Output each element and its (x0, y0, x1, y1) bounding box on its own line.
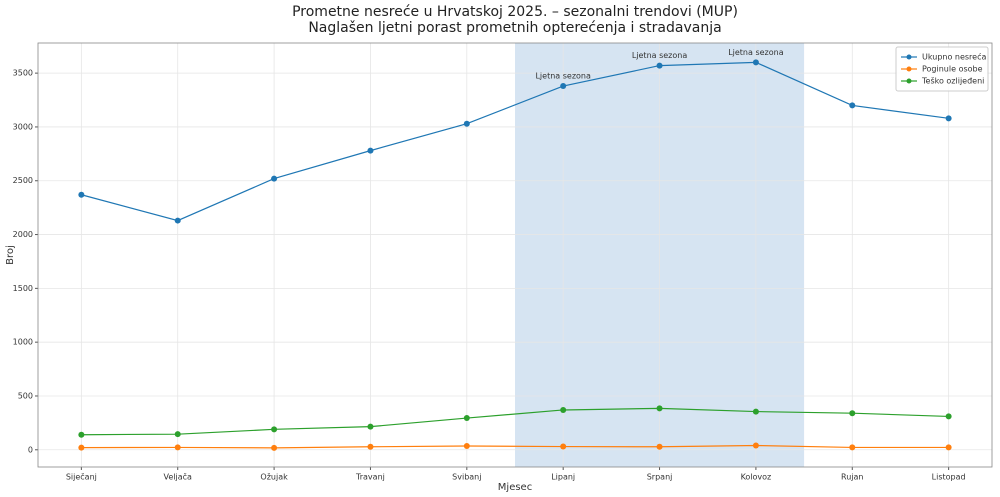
x-tick-label: Kolovoz (741, 473, 772, 482)
x-tick-label: Srpanj (647, 473, 673, 482)
x-tick-label: Veljača (164, 472, 193, 482)
legend-label: Ukupno nesreća (922, 52, 986, 62)
data-point (271, 444, 278, 451)
data-point (367, 423, 374, 430)
data-point (367, 443, 374, 450)
annotation: Ljetna sezona (728, 48, 784, 57)
x-tick-label: Siječanj (66, 472, 97, 482)
data-point (752, 442, 759, 449)
y-tick-label: 1000 (13, 338, 33, 347)
y-tick-label: 3500 (13, 69, 33, 78)
x-axis-label: Mjesec (498, 482, 532, 493)
legend-marker (906, 78, 912, 84)
data-point (78, 431, 85, 438)
data-point (656, 62, 663, 69)
legend-box (895, 46, 989, 92)
y-tick-label: 0 (28, 445, 33, 454)
x-tick-label: Lipanj (551, 473, 575, 482)
data-point (271, 426, 278, 433)
data-point (656, 443, 663, 450)
legend-marker (906, 66, 912, 72)
y-tick-label: 1500 (13, 284, 33, 293)
y-axis-label: Broj (5, 245, 16, 265)
x-tick-label: Travanj (355, 473, 385, 482)
data-point (560, 83, 567, 90)
data-point (945, 115, 952, 122)
y-tick-label: 3000 (13, 122, 33, 131)
x-tick-label: Svibanj (452, 473, 481, 482)
data-point (849, 410, 856, 417)
chart-subtitle: Naglašen ljetni porast prometnih optereć… (308, 20, 721, 36)
data-point (367, 147, 374, 154)
data-point (849, 444, 856, 451)
data-point (174, 444, 181, 451)
annotation: Ljetna sezona (632, 51, 688, 60)
data-point (463, 415, 470, 422)
x-tick-label: Ožujak (260, 473, 288, 482)
annotation: Ljetna sezona (535, 72, 591, 81)
data-point (560, 443, 567, 450)
data-point (463, 120, 470, 127)
data-point (78, 444, 85, 451)
data-point (849, 102, 856, 109)
series-line (81, 444, 949, 449)
data-point (271, 175, 278, 182)
chart-title: Prometne nesreće u Hrvatskoj 2025. – sez… (292, 4, 738, 20)
data-point (174, 217, 181, 224)
y-tick-label: 2500 (13, 176, 33, 185)
data-point (174, 431, 181, 438)
data-point (78, 191, 85, 198)
data-point (752, 408, 759, 415)
legend-label: Teško ozlijeđeni (921, 76, 984, 86)
legend-label: Poginule osobe (922, 65, 983, 74)
series-line (81, 407, 949, 436)
data-point (463, 443, 470, 450)
x-tick-label: Rujan (841, 473, 863, 482)
series-line (81, 61, 949, 222)
y-tick-label: 2000 (13, 230, 33, 239)
data-point (945, 413, 952, 420)
plot-frame (37, 42, 993, 468)
x-tick-label: Listopad (932, 473, 966, 482)
y-tick-label: 500 (18, 391, 33, 400)
data-point (752, 59, 759, 66)
data-point (560, 406, 567, 413)
data-point (656, 405, 663, 412)
data-point (945, 444, 952, 451)
legend-marker (906, 54, 912, 60)
